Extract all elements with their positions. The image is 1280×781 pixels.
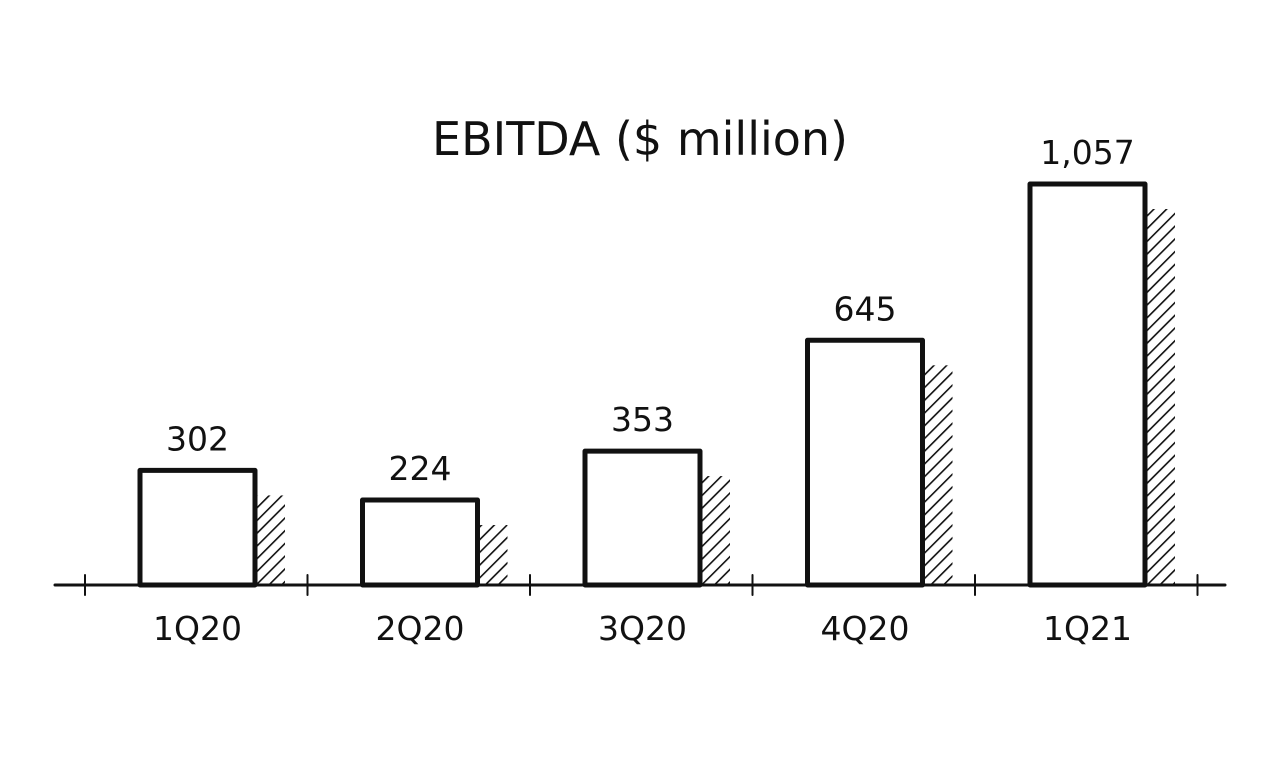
bar-shadow bbox=[700, 476, 730, 585]
x-tick-label: 1Q21 bbox=[1043, 609, 1132, 648]
bar-value-label: 645 bbox=[834, 289, 897, 328]
bar bbox=[137, 467, 258, 588]
bar-shadow bbox=[255, 495, 285, 585]
bar-shadow bbox=[922, 365, 953, 585]
bar-shadow bbox=[1145, 209, 1175, 585]
bar-value-label: 353 bbox=[611, 400, 674, 439]
bar-shadow bbox=[477, 525, 508, 585]
bar-value-label: 224 bbox=[389, 449, 452, 488]
x-tick-label: 2Q20 bbox=[376, 609, 465, 648]
bar bbox=[360, 497, 480, 588]
x-axis-ticks bbox=[84, 574, 1199, 596]
bar-value-label: 302 bbox=[166, 419, 229, 458]
x-tick-label: 1Q20 bbox=[153, 609, 242, 648]
bar bbox=[805, 337, 925, 588]
bar-value-label: 1,057 bbox=[1040, 133, 1134, 172]
labels-layer: 302 1Q20 224 2Q20 353 3Q20 645 4Q20 1,057 1Q21 bbox=[153, 133, 1135, 648]
bar bbox=[1027, 181, 1148, 588]
chart-title: EBITDA ($ million) bbox=[432, 112, 848, 166]
x-tick-label: 4Q20 bbox=[821, 609, 910, 648]
x-tick-label: 3Q20 bbox=[598, 609, 687, 648]
bars-layer bbox=[137, 181, 1175, 588]
bar bbox=[582, 448, 703, 588]
